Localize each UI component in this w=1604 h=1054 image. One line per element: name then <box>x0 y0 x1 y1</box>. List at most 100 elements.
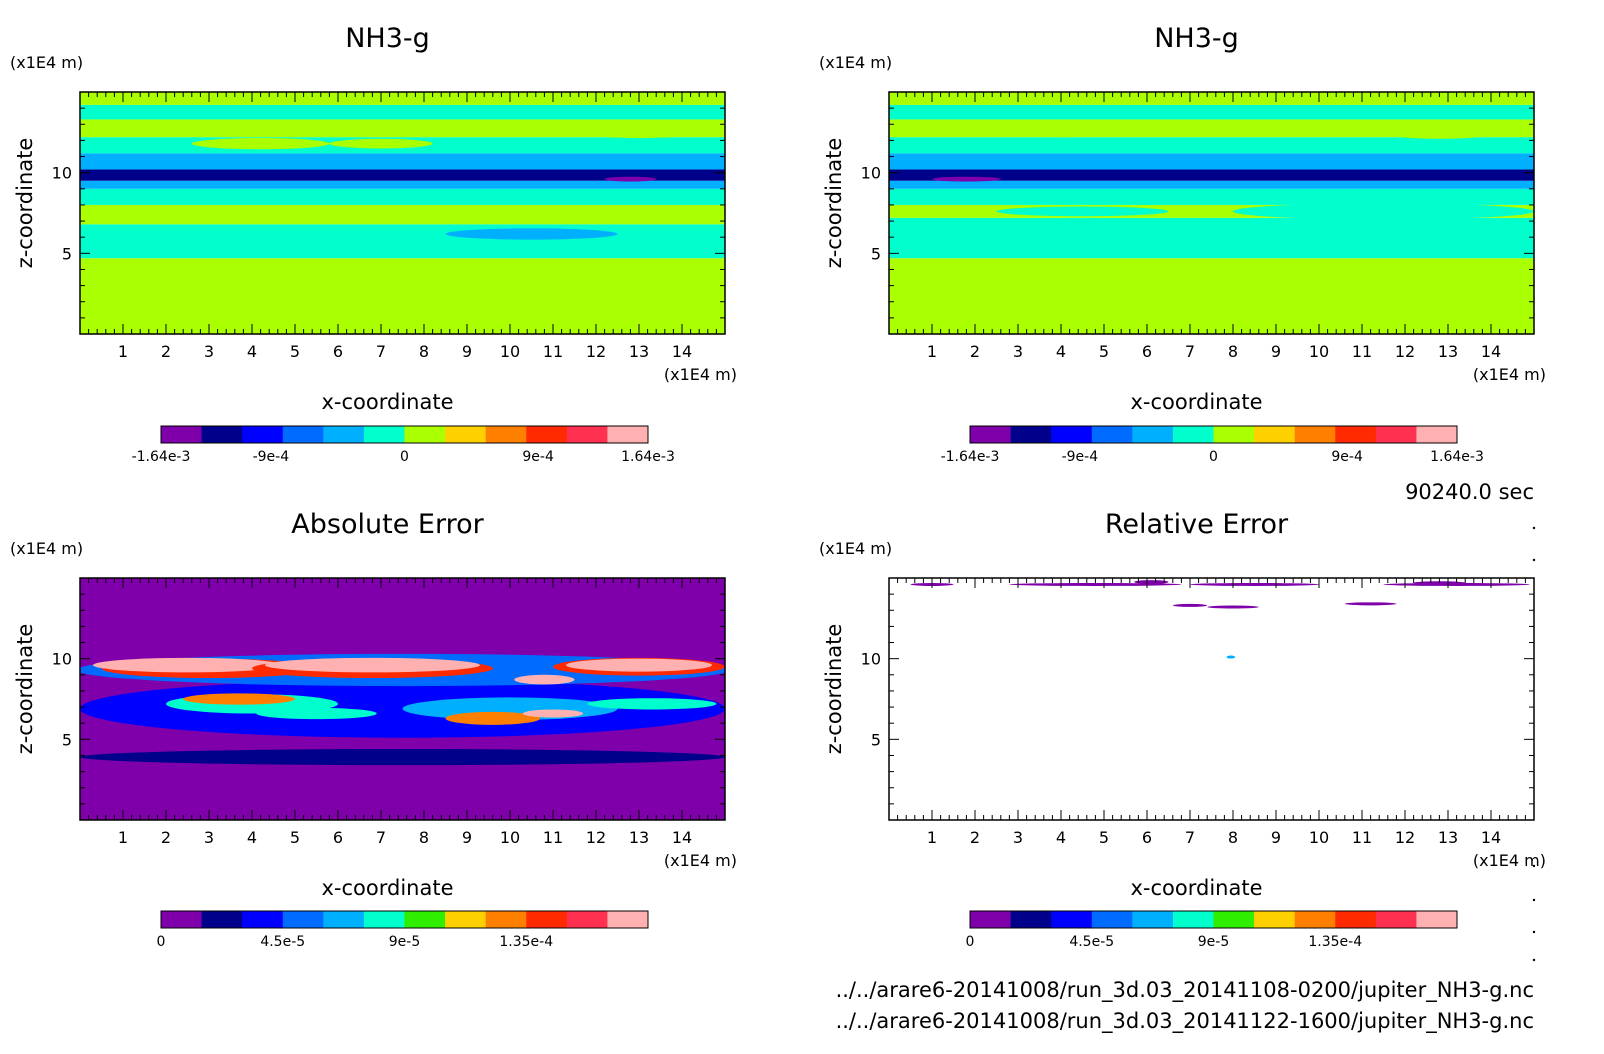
x-tick-label: 6 <box>333 342 343 361</box>
y-unit-label: (x1E4 m) <box>10 53 83 72</box>
margin-dot <box>1532 898 1536 902</box>
y-tick-label: 10 <box>52 650 72 669</box>
margin-dot <box>1532 864 1536 868</box>
panel-2: NH3-g (x1E4 m) (x1E4 m) z-coordinate x-coord… <box>819 23 1546 465</box>
colorbar: 0 4.5e-5 9e-5 1.35e-4 <box>157 910 649 950</box>
x-tick-label: 7 <box>1185 342 1195 361</box>
x-tick-label: 3 <box>1013 828 1023 847</box>
x-tick-label: 5 <box>1099 828 1109 847</box>
contour-band <box>889 137 1534 154</box>
margin-dot <box>1532 526 1536 530</box>
x-tick-label: 13 <box>1438 828 1458 847</box>
colorbar-segment <box>566 911 608 928</box>
x-tick-label: 4 <box>247 828 257 847</box>
time-label: 90240.0 sec <box>1405 480 1534 504</box>
heatmap-field <box>80 92 725 334</box>
contour-region <box>574 126 704 138</box>
colorbar-segment <box>485 426 527 443</box>
x-tick-label: 14 <box>1481 342 1501 361</box>
contour-band <box>80 180 725 189</box>
colorbar-tick-label: 0 <box>1209 449 1218 465</box>
panel-1: NH3-g (x1E4 m) (x1E4 m) z-coordinate x-coord… <box>10 23 737 465</box>
x-tick-label: 9 <box>462 828 472 847</box>
contour-region <box>1172 603 1208 607</box>
x-tick-label: 6 <box>1142 828 1152 847</box>
colorbar-segment <box>1294 426 1336 443</box>
y-unit-label: (x1E4 m) <box>10 539 83 558</box>
colorbar-segment <box>323 426 365 443</box>
colorbar: -1.64e-3 -9e-4 0 9e-4 1.64e-3 <box>941 425 1484 465</box>
contour-band <box>889 92 1534 105</box>
colorbar-segment <box>363 911 405 928</box>
colorbar-tick-label: -9e-4 <box>1062 449 1099 465</box>
colorbar-tick-label: 9e-4 <box>1331 449 1363 465</box>
contour-region <box>445 711 541 725</box>
colorbar-segment <box>607 426 649 443</box>
colorbar-segment <box>970 911 1012 928</box>
contour-band <box>80 258 725 334</box>
x-tick-label: 11 <box>543 828 563 847</box>
x-unit-label: (x1E4 m) <box>1473 851 1546 870</box>
colorbar-tick-label: -1.64e-3 <box>132 449 191 465</box>
x-tick-label: 11 <box>543 342 563 361</box>
contour-band <box>80 204 725 225</box>
contour-region <box>522 709 584 718</box>
contour-band <box>889 169 1534 181</box>
contour-band <box>80 104 725 120</box>
plot-frame <box>79 577 726 821</box>
colorbar-segment <box>607 911 649 928</box>
x-unit-label: (x1E4 m) <box>664 851 737 870</box>
colorbar-tick-label: 0 <box>400 449 409 465</box>
x-tick-label: 10 <box>500 342 520 361</box>
colorbar-tick-label: 9e-4 <box>522 449 554 465</box>
file-path: ../../arare6-20141008/run_3d.03_20141108… <box>836 978 1534 1003</box>
y-unit-label: (x1E4 m) <box>819 53 892 72</box>
colorbar-segment <box>1254 426 1296 443</box>
chart-title: Absolute Error <box>291 509 484 540</box>
contour-region <box>992 127 1130 138</box>
x-tick-label: 7 <box>1185 828 1195 847</box>
colorbar-segment <box>282 426 324 443</box>
colorbar-segment <box>363 426 405 443</box>
x-tick-label: 14 <box>672 828 692 847</box>
colorbar-segment <box>242 911 284 928</box>
x-tick-label: 6 <box>1142 342 1152 361</box>
x-axis-label: x-coordinate <box>1130 390 1262 414</box>
x-tick-label: 2 <box>970 828 980 847</box>
contour-region <box>932 176 1001 182</box>
x-tick-label: 5 <box>1099 342 1109 361</box>
x-tick-label: 4 <box>1056 828 1066 847</box>
x-tick-label: 5 <box>290 828 300 847</box>
x-tick-label: 12 <box>586 828 606 847</box>
x-tick-label: 9 <box>1271 828 1281 847</box>
x-tick-label: 12 <box>1395 828 1415 847</box>
y-tick-label: 10 <box>861 164 881 183</box>
colorbar-segment <box>445 911 487 928</box>
contour-region <box>565 658 713 672</box>
contour-band <box>80 188 725 205</box>
y-tick-label: 10 <box>52 164 72 183</box>
colorbar-segment <box>445 426 487 443</box>
colorbar-segment <box>1132 426 1174 443</box>
colorbar-segment <box>485 911 527 928</box>
y-axis-label: z-coordinate <box>822 624 846 755</box>
x-tick-label: 13 <box>629 342 649 361</box>
colorbar-segment <box>566 426 608 443</box>
margin-dot <box>1532 558 1536 562</box>
y-tick-label: 5 <box>62 730 72 749</box>
colorbar-segment <box>201 911 243 928</box>
colorbar-segment <box>1091 426 1133 443</box>
heatmap-field <box>889 578 1534 820</box>
colorbar-segment <box>323 911 365 928</box>
colorbar: -1.64e-3 -9e-4 0 9e-4 1.64e-3 <box>132 425 675 465</box>
x-tick-label: 12 <box>1395 342 1415 361</box>
colorbar-segment <box>404 426 446 443</box>
contour-region <box>996 206 1169 217</box>
x-tick-label: 8 <box>419 342 429 361</box>
x-tick-label: 11 <box>1352 342 1372 361</box>
x-tick-label: 3 <box>204 342 214 361</box>
colorbar-segment <box>1172 911 1214 928</box>
y-axis-label: z-coordinate <box>13 138 37 269</box>
y-tick-label: 5 <box>871 244 881 263</box>
